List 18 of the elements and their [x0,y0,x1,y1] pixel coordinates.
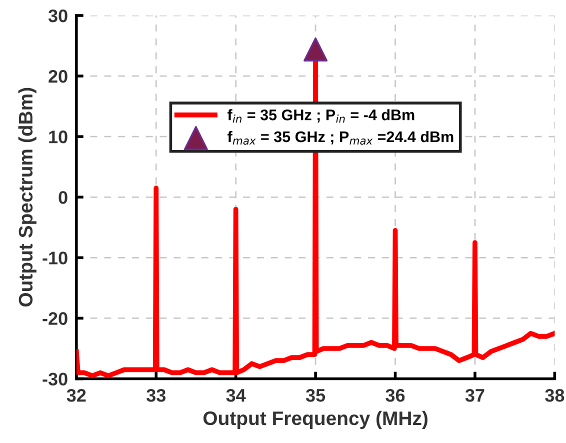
x-tick-label: 37 [465,388,484,402]
y-tick-label: 10 [49,130,68,144]
legend-label: f$_{max}$ = 35 GHz ; P$_{max}$ =24.4 dBm [228,130,454,145]
x-tick-label: 33 [146,388,166,402]
x-tick-label: 38 [545,388,564,402]
x-tick-label: 34 [226,388,246,402]
x-axis-title: Output Frequency (MHz) [203,410,428,429]
y-tick-label: -20 [42,312,68,325]
y-axis-title: Output Spectrum (dBm) [18,88,36,307]
legend-label: f$_{in}$ = 35 GHz ; P$_{in}$ = -4 dBm [228,109,414,123]
y-tick-label: 30 [48,9,68,22]
x-tick-label: 35 [306,388,326,402]
y-tick-label: -10 [42,252,68,264]
y-tick-label: -30 [42,372,68,386]
y-tick-label: 0 [58,191,68,204]
x-tick-label: 36 [386,388,405,402]
y-tick-label: 20 [48,70,68,83]
x-tick-label: 32 [66,388,86,402]
